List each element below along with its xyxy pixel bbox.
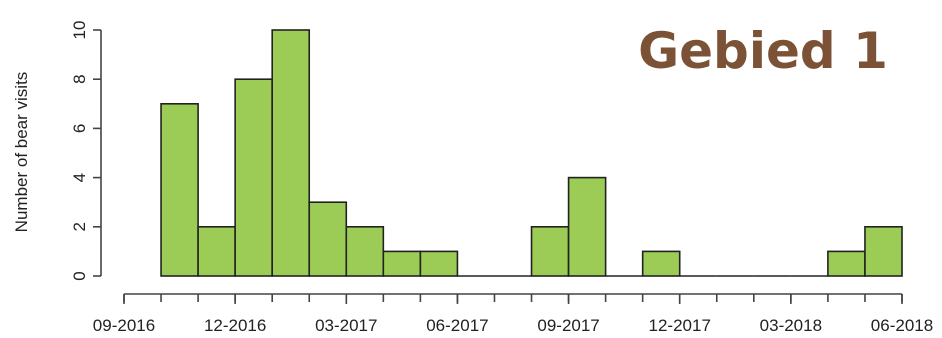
chart-title: Gebied 1: [638, 22, 888, 80]
x-tick-label-12-2017: 12-2017: [649, 316, 711, 335]
y-tick-label-2: 2: [70, 222, 89, 231]
x-tick-label-09-2016: 09-2016: [93, 316, 155, 335]
x-axis: 09-2016 12-2016 03-2017 06-2017 09-2017 12-20…: [93, 293, 933, 335]
bars-group: [160, 29, 903, 277]
bar-20: [864, 226, 903, 277]
y-tick-label-4: 4: [70, 173, 89, 182]
bar-5: [308, 201, 348, 277]
y-tick-label-6: 6: [70, 124, 89, 133]
bar-3: [234, 78, 273, 277]
x-tick-label-03-2017: 03-2017: [315, 316, 377, 335]
y-tick-label-10: 10: [70, 21, 89, 40]
x-tick-label-06-2018: 06-2018: [871, 316, 933, 335]
bar-1: [160, 103, 199, 277]
bar-4: [271, 29, 311, 277]
x-tick-label-06-2017: 06-2017: [426, 316, 488, 335]
y-tick-label-8: 8: [70, 74, 89, 83]
bar-12: [567, 176, 607, 277]
y-tick-label-0: 0: [70, 271, 89, 280]
bar-11: [530, 226, 570, 277]
x-tick-label-09-2017: 09-2017: [537, 316, 599, 335]
bar-19: [827, 250, 866, 277]
x-tick-label-12-2016: 12-2016: [204, 316, 266, 335]
y-axis-title: Number of bear visits: [12, 72, 31, 233]
bar-2: [197, 226, 236, 277]
bar-14: [641, 250, 681, 277]
x-tick-label-03-2018: 03-2018: [760, 316, 822, 335]
y-axis: 0 2 4 6 8 10: [70, 21, 102, 281]
bar-8: [419, 250, 459, 277]
bar-6: [345, 226, 385, 277]
bar-7: [382, 250, 422, 277]
